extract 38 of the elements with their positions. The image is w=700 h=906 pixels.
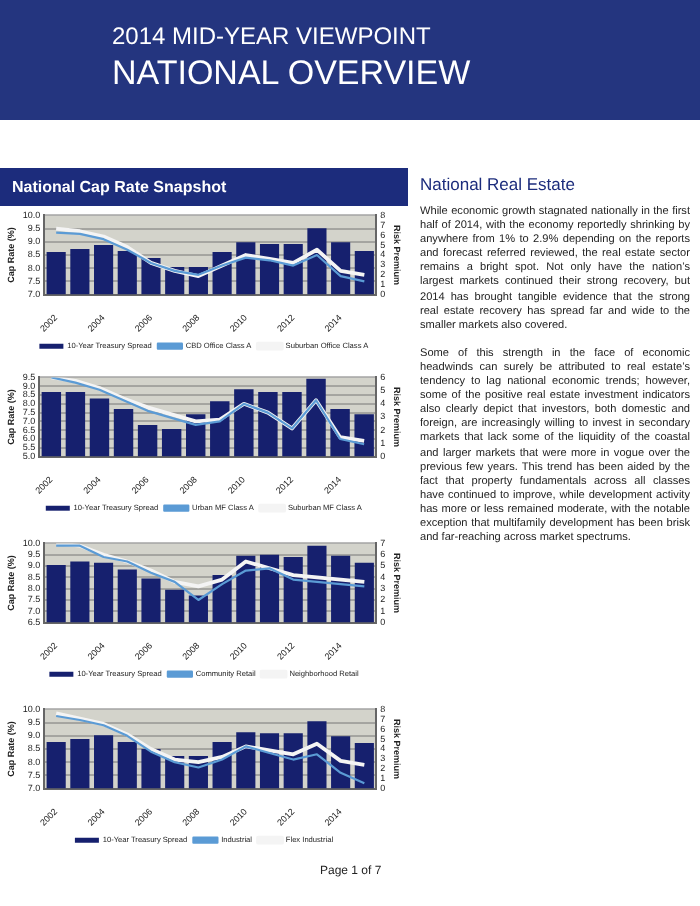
bar [117, 569, 137, 623]
bar [70, 739, 90, 789]
bar [41, 391, 62, 457]
bar [117, 742, 137, 789]
bar [165, 589, 185, 623]
bar [306, 378, 326, 457]
bar [236, 732, 256, 789]
bar [354, 743, 374, 789]
bar [258, 391, 278, 457]
bar [282, 391, 302, 457]
bar [354, 562, 374, 623]
bar [94, 245, 114, 295]
text: National Real Estate [420, 174, 577, 194]
bar [46, 742, 66, 789]
bar [307, 545, 327, 623]
chart-title: National Cap Rate Snapshot [0, 168, 408, 206]
bar [89, 398, 110, 457]
text: 2014 MID-YEAR VIEWPOINT [112, 22, 431, 50]
bar [117, 251, 137, 295]
bar [188, 595, 208, 623]
bar [234, 389, 254, 457]
bar [259, 554, 280, 623]
bar [141, 578, 161, 623]
bar [46, 252, 66, 295]
bar [161, 428, 182, 457]
bar [65, 391, 86, 457]
bar [137, 424, 158, 457]
bar [94, 562, 114, 623]
bar [113, 409, 134, 457]
text: NATIONAL OVERVIEW [112, 54, 471, 94]
bar [70, 561, 90, 623]
bar [141, 749, 161, 789]
bar [354, 251, 374, 295]
bar [94, 735, 114, 789]
bar [70, 249, 90, 295]
bar [46, 564, 66, 623]
bar [210, 401, 230, 457]
bar [354, 414, 374, 457]
